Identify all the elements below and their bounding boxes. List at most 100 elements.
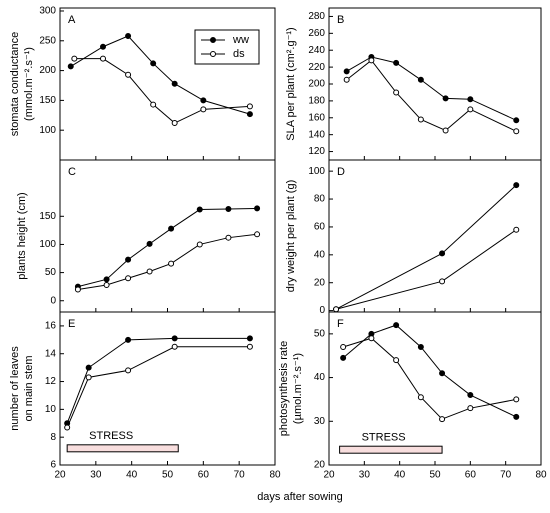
data-point xyxy=(393,59,400,66)
data-point xyxy=(171,120,178,127)
panel-label: B xyxy=(337,14,344,26)
legend-marker xyxy=(210,51,216,57)
x-tick-label: 40 xyxy=(126,470,138,481)
y-tick-label: 0 xyxy=(50,295,56,306)
y-tick-label: 60 xyxy=(314,222,326,233)
data-point xyxy=(340,354,347,361)
data-point xyxy=(340,343,347,350)
data-point xyxy=(439,370,446,377)
data-point xyxy=(168,260,175,267)
data-point xyxy=(246,103,253,110)
data-point xyxy=(146,240,153,247)
data-point xyxy=(513,128,520,135)
y-tick-label: 20 xyxy=(314,460,326,471)
data-point xyxy=(368,57,375,64)
y-tick-label: 200 xyxy=(39,65,56,76)
x-axis-label: days after sowing xyxy=(257,491,343,503)
y-axis-label: number of leaves xyxy=(9,346,21,431)
y-tick-label: 100 xyxy=(308,166,325,177)
data-point xyxy=(333,306,340,313)
data-point xyxy=(100,55,106,62)
data-point xyxy=(196,206,203,213)
series-line xyxy=(66,346,250,428)
x-tick-label: 60 xyxy=(465,470,477,481)
panel-label: E xyxy=(68,318,75,330)
data-point xyxy=(125,275,132,282)
data-point xyxy=(467,106,474,113)
data-point xyxy=(146,268,153,275)
y-axis-label: (mmol.m⁻².s⁻¹) xyxy=(23,47,35,121)
data-point xyxy=(246,111,253,118)
x-tick-label: 20 xyxy=(54,470,66,481)
data-point xyxy=(225,205,232,212)
x-tick-label: 80 xyxy=(535,470,547,481)
data-point xyxy=(393,89,400,96)
data-point xyxy=(168,225,175,232)
y-tick-label: 240 xyxy=(308,45,325,56)
y-tick-label: 250 xyxy=(39,35,56,46)
y-tick-label: 30 xyxy=(314,416,326,427)
x-tick-label: 70 xyxy=(500,470,512,481)
x-tick-label: 30 xyxy=(90,470,102,481)
data-point xyxy=(467,392,474,399)
data-point xyxy=(393,322,400,329)
x-tick-label: 50 xyxy=(162,470,174,481)
legend-label: ww xyxy=(232,34,249,46)
data-point xyxy=(103,281,110,288)
plot-frame xyxy=(328,7,542,161)
data-point xyxy=(417,343,424,350)
data-point xyxy=(125,71,132,78)
data-point xyxy=(246,335,253,342)
data-point xyxy=(343,76,350,83)
y-tick-label: 180 xyxy=(308,96,325,107)
y-tick-label: 220 xyxy=(308,62,325,73)
y-tick-label: 8 xyxy=(50,432,56,443)
y-tick-label: 260 xyxy=(308,28,325,39)
y-tick-label: 12 xyxy=(45,376,57,387)
data-point xyxy=(67,63,74,70)
y-axis-label: photosynthesis rate xyxy=(278,341,290,436)
y-tick-label: 160 xyxy=(308,112,325,123)
data-point xyxy=(513,182,520,189)
data-point xyxy=(246,343,253,350)
x-tick-label: 80 xyxy=(269,470,281,481)
stress-bar xyxy=(339,445,443,454)
y-tick-label: 150 xyxy=(39,95,56,106)
y-tick-label: 50 xyxy=(314,328,326,339)
y-tick-label: 80 xyxy=(314,194,326,205)
y-tick-label: 100 xyxy=(39,239,56,250)
series-line xyxy=(77,233,258,290)
x-tick-label: 50 xyxy=(429,470,441,481)
y-axis-label: stomata conductance xyxy=(9,32,21,137)
y-tick-label: 10 xyxy=(45,404,57,415)
y-tick-label: 40 xyxy=(314,249,326,260)
y-tick-label: 100 xyxy=(39,125,56,136)
y-axis-label: on main stem xyxy=(23,355,35,421)
x-tick-label: 70 xyxy=(234,470,246,481)
data-point xyxy=(439,278,446,285)
panel-label: C xyxy=(68,166,76,178)
data-point xyxy=(417,116,424,123)
panel-label: F xyxy=(337,318,344,330)
series-line xyxy=(346,59,517,132)
legend-box xyxy=(194,29,260,65)
data-point xyxy=(467,405,474,412)
data-point xyxy=(103,276,110,283)
y-tick-label: 16 xyxy=(45,321,57,332)
legend-label: ds xyxy=(233,48,245,60)
y-axis-label: plants height (cm) xyxy=(16,192,28,279)
data-point xyxy=(417,394,424,401)
data-point xyxy=(254,205,261,212)
data-point xyxy=(71,55,78,62)
y-tick-label: 120 xyxy=(308,146,325,157)
data-point xyxy=(64,424,71,431)
series-line xyxy=(342,337,517,420)
data-point xyxy=(200,106,207,113)
y-tick-label: 200 xyxy=(308,79,325,90)
x-tick-label: 30 xyxy=(359,470,371,481)
data-point xyxy=(85,364,92,371)
x-tick-label: 40 xyxy=(394,470,406,481)
data-point xyxy=(368,335,375,342)
y-tick-label: 50 xyxy=(45,267,57,278)
